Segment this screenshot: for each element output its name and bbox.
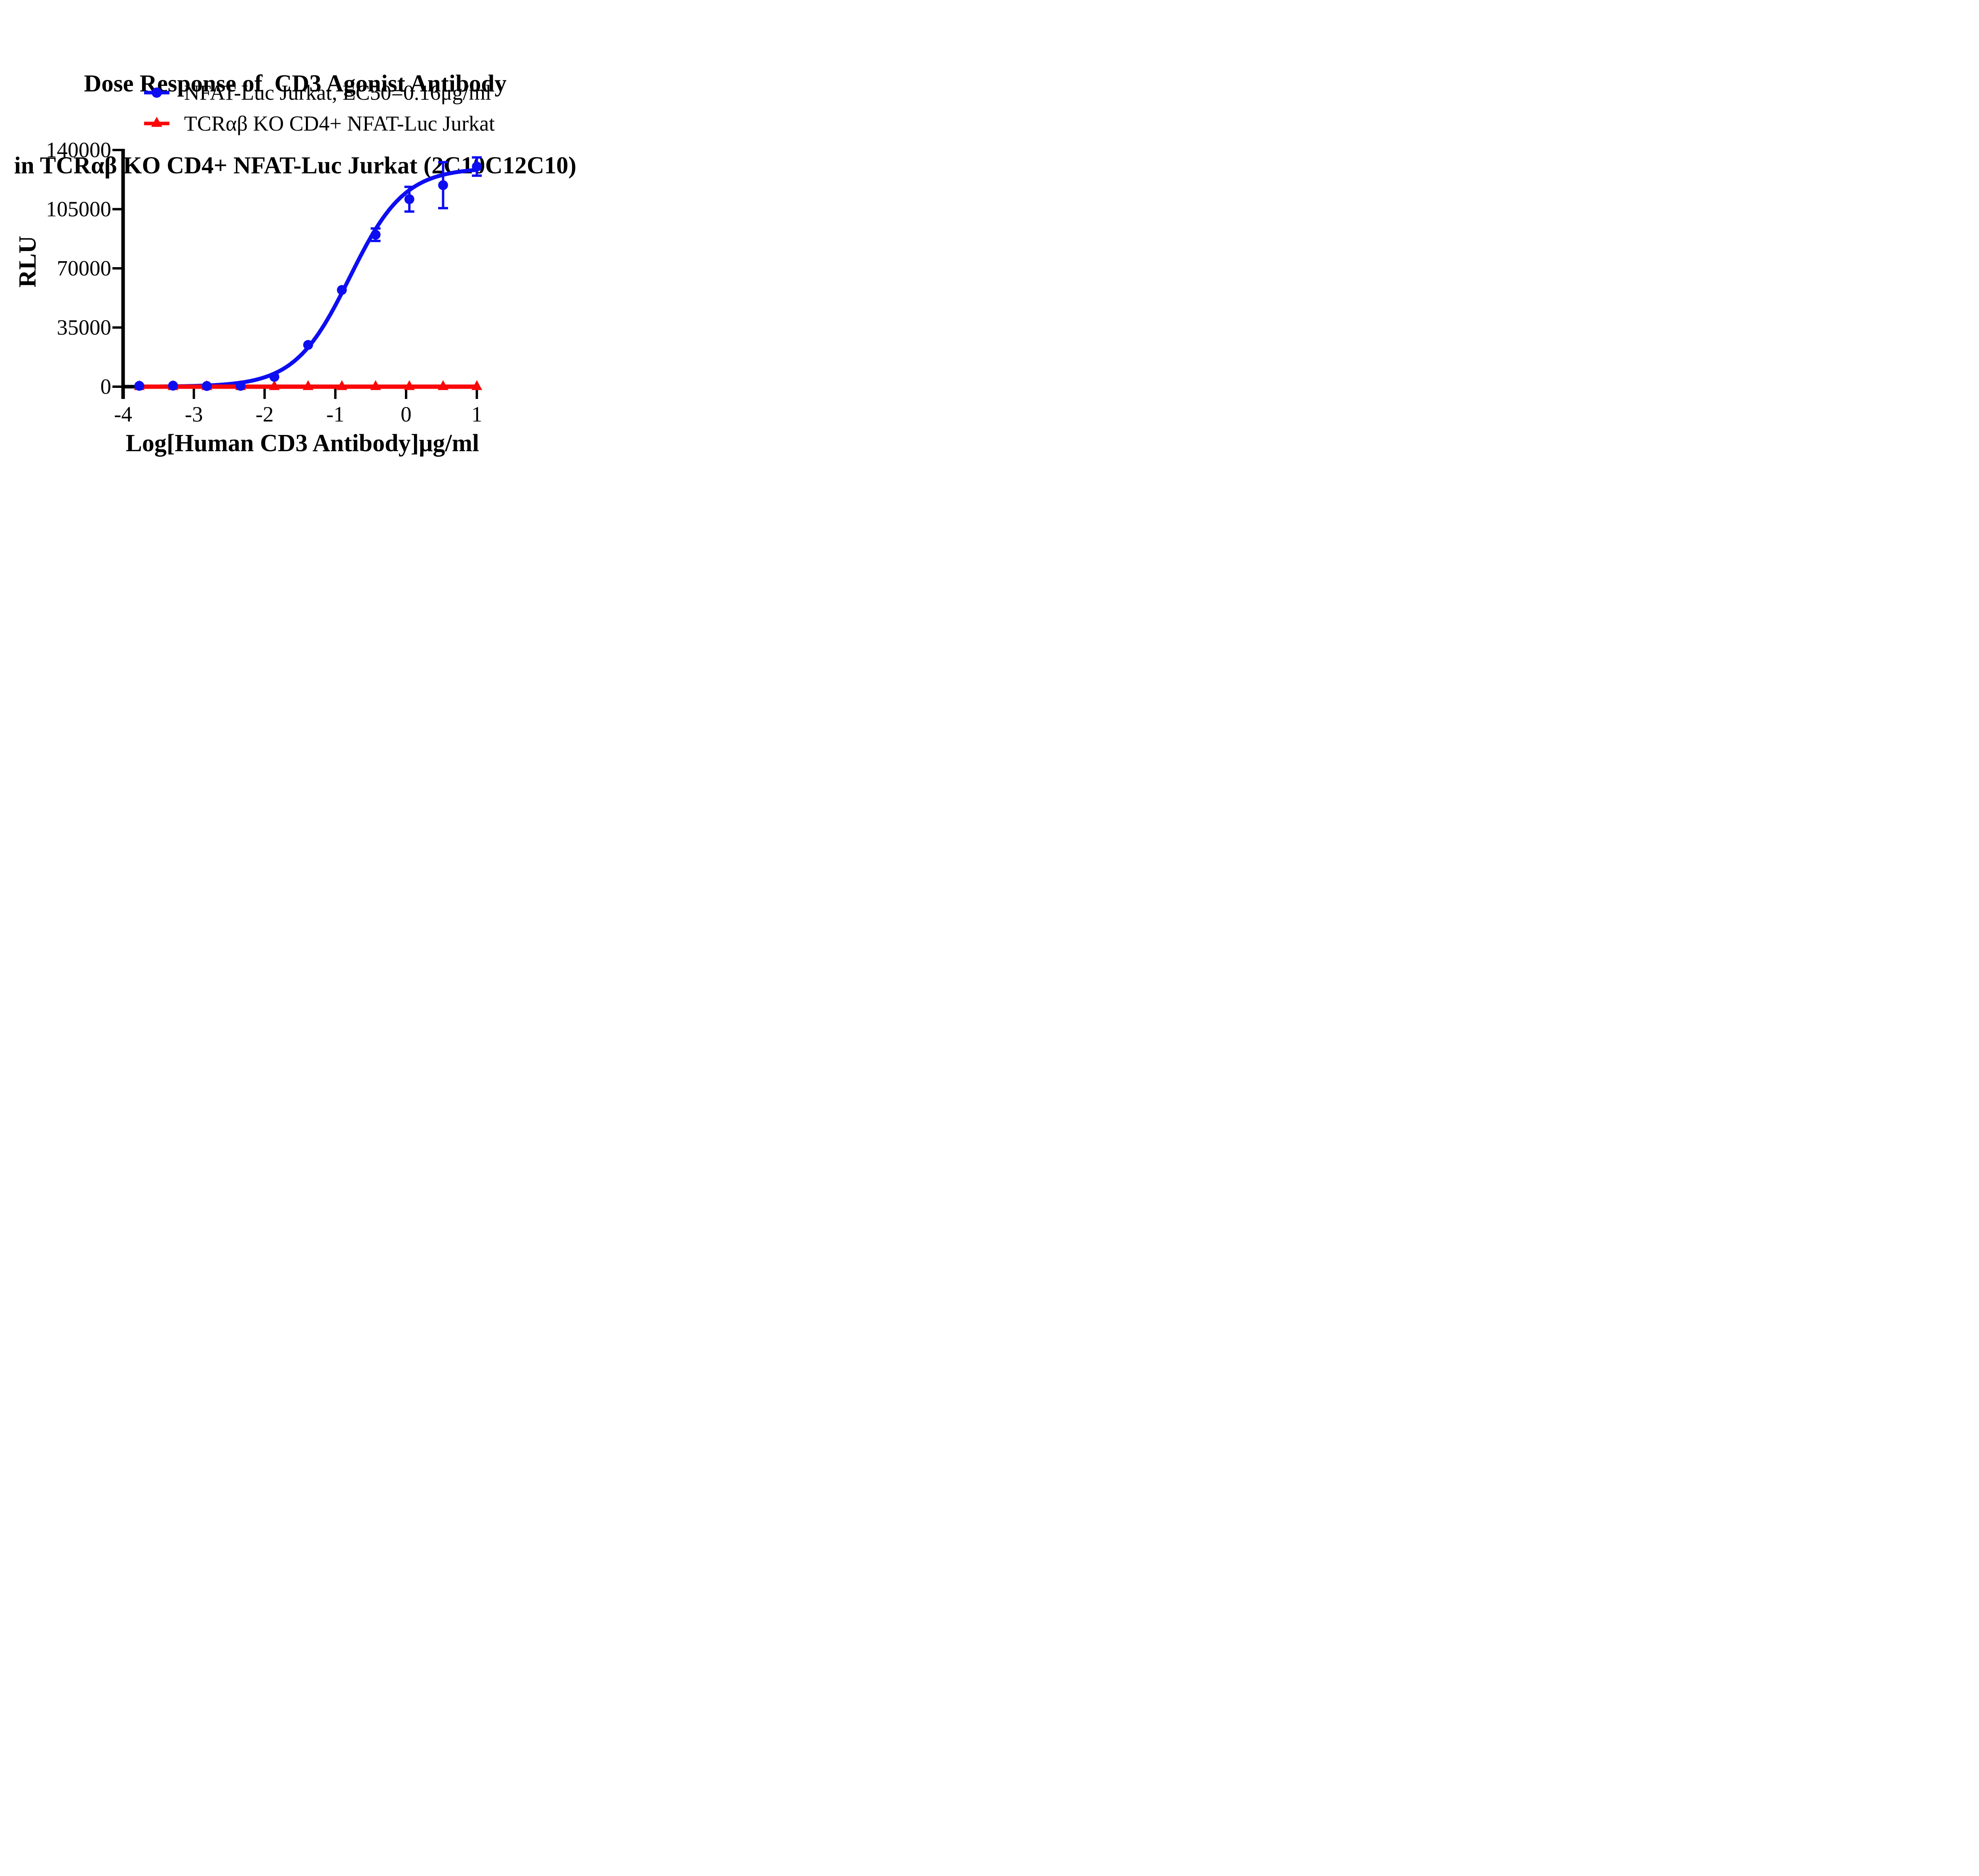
plot-area: 0 35000 70000 105000 140000 -4 -3 -2 -1 …: [14, 138, 482, 457]
x-axis-ticks: [122, 388, 478, 399]
data-point-blue-circle: [303, 340, 313, 350]
data-point-blue-circle: [438, 180, 448, 190]
x-axis-title: Log[Human CD3 Antibody]μg/ml: [126, 430, 479, 457]
y-axis-tick-labels: 0 35000 70000 105000 140000: [46, 138, 111, 399]
fit-curve-blue: [137, 168, 478, 389]
x-tick-label-neg1: -1: [326, 402, 344, 426]
data-point-blue-circle: [134, 381, 144, 391]
legend-item-nfat-luc-jurkat: NFAT-Luc Jurkat, EC50=0.16μg/ml: [144, 81, 495, 104]
legend-item-tcr-ko: TCRαβ KO CD4+ NFAT-Luc Jurkat: [144, 112, 495, 135]
y-tick-label-140000: 140000: [46, 138, 111, 162]
data-point-blue-circle: [202, 381, 212, 391]
x-axis-tick-labels: -4 -3 -2 -1 0 1: [114, 402, 482, 426]
data-point-red-triangle: [269, 380, 280, 390]
data-point-blue-circle: [370, 230, 381, 240]
data-point-red-triangle: [370, 380, 381, 390]
x-tick-label-neg2: -2: [256, 402, 274, 426]
data-point-blue-circle: [472, 161, 482, 172]
y-tick-label-105000: 105000: [46, 197, 111, 221]
legend: NFAT-Luc Jurkat, EC50=0.16μg/ml TCRαβ KO…: [144, 81, 495, 145]
data-point-blue-circle: [404, 194, 414, 204]
data-point-blue-circle: [236, 381, 246, 391]
data-point-blue-circle: [168, 380, 178, 391]
y-axis-ticks: [112, 149, 123, 388]
y-tick-label-0: 0: [101, 374, 112, 399]
legend-label-blue: NFAT-Luc Jurkat, EC50=0.16μg/ml: [184, 81, 492, 104]
chart-title-line1: Dose Response of CD3 Agonist Antibody: [84, 70, 507, 97]
data-point-blue-circle: [337, 285, 347, 295]
y-tick-label-70000: 70000: [57, 256, 112, 280]
x-tick-label-neg3: -3: [185, 402, 203, 426]
data-point-red-triangle: [336, 380, 348, 390]
legend-label-red: TCRαβ KO CD4+ NFAT-Luc Jurkat: [184, 112, 495, 135]
chart-title-line2: in TCRαβ KO CD4+ NFAT-Luc Jurkat (2C10C1…: [14, 152, 577, 179]
series-layer: [134, 156, 482, 391]
data-point-red-triangle: [437, 380, 448, 390]
data-point-red-triangle: [302, 380, 313, 390]
x-tick-label-0: 0: [401, 402, 412, 426]
data-point-red-triangle: [404, 380, 415, 390]
chart-title: Dose Response of CD3 Agonist Antibody in…: [0, 15, 591, 234]
y-axis-title: RLU: [14, 236, 41, 288]
x-tick-label-neg4: -4: [114, 402, 132, 426]
figure: Dose Response of CD3 Agonist Antibody in…: [0, 0, 591, 469]
y-tick-label-35000: 35000: [57, 315, 112, 340]
x-tick-label-1: 1: [471, 402, 482, 426]
data-point-red-triangle: [471, 380, 482, 390]
legend-marker-blue-circle-icon: [144, 87, 169, 98]
data-point-blue-circle: [269, 372, 279, 382]
legend-marker-red-triangle-icon: [144, 117, 169, 127]
